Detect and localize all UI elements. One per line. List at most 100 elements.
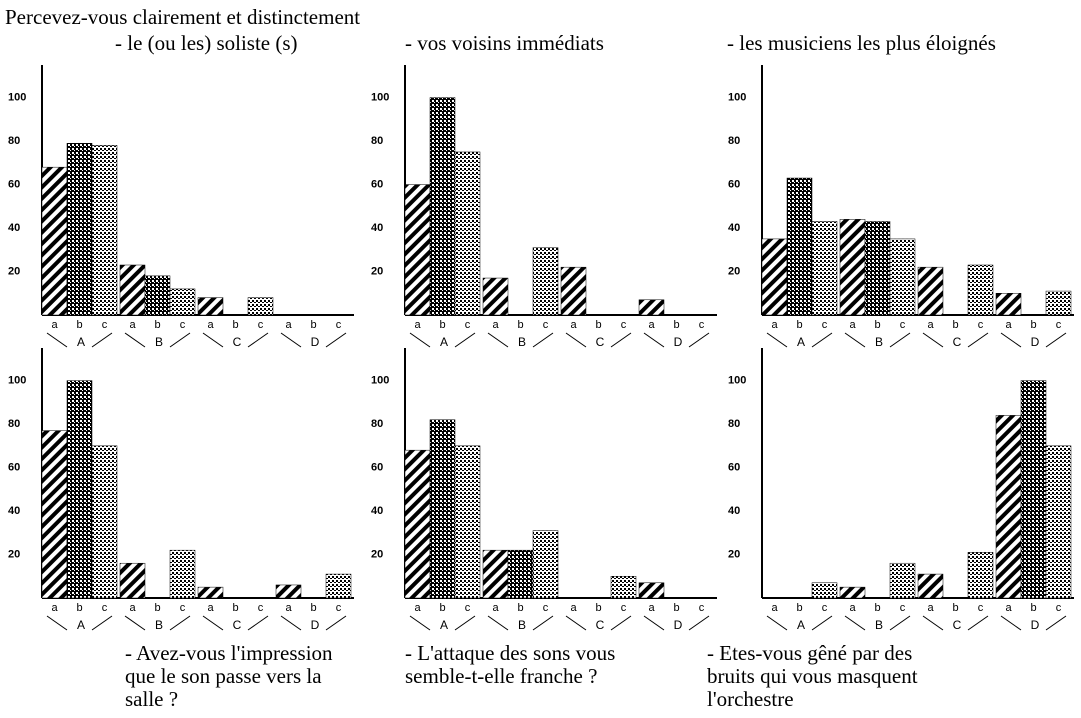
x-tick-label: C [233,335,242,349]
bar [119,562,146,599]
group-bracket [766,332,788,348]
group-bracket [766,615,788,631]
y-tick-label: 80 [728,418,740,430]
bar-sub-label: a [414,602,421,614]
group-bracket [610,332,632,348]
group-bracket [325,615,347,631]
group-bracket [91,332,113,348]
y-tick-label: 60 [371,178,383,190]
bar [532,530,559,599]
group-bracket [889,332,911,348]
x-tick-label: D [1031,618,1040,632]
y-tick-label: 40 [8,222,20,234]
y-tick-label: 40 [371,505,383,517]
x-tick-label: C [953,618,962,632]
y-tick-label: 80 [728,135,740,147]
y-tick-label: 80 [8,418,20,430]
bar [1045,290,1072,316]
group-bracket [46,332,68,348]
bar-sub-label: c [900,602,906,614]
x-tick-label: C [233,618,242,632]
x-tick-label: C [596,618,605,632]
group-bracket [454,615,476,631]
x-tick-label: A [797,335,805,349]
bar [91,445,118,599]
group-bracket [922,332,944,348]
bar-sub-label: a [648,319,655,331]
bar [454,445,481,599]
bar-sub-label: c [543,319,549,331]
x-tick-label: A [797,618,805,632]
bar [917,573,944,599]
y-tick-label: 60 [8,178,20,190]
x-tick-label: B [875,335,883,349]
x-tick-label: D [674,335,683,349]
y-tick-label: 80 [371,418,383,430]
chart-caption: salle ? [125,687,178,711]
bar [889,562,916,599]
group-bracket [922,615,944,631]
group-bracket [325,332,347,348]
group-bracket [1045,615,1067,631]
bar-sub-label: b [1030,602,1036,614]
bar-sub-label: b [232,319,238,331]
group-bracket [688,332,710,348]
bar-sub-label: c [621,602,627,614]
chart-title: - les musiciens les plus éloignés [727,31,996,55]
x-tick-label: A [440,335,448,349]
bar-sub-label: c [978,319,984,331]
bar-sub-label: c [102,602,108,614]
bar-sub-label: c [699,319,705,331]
y-tick-label: 60 [728,178,740,190]
bar [119,264,146,316]
bar [404,184,431,316]
bar-sub-label: b [952,319,958,331]
bar-sub-label: b [232,602,238,614]
y-tick-label: 100 [8,375,26,387]
bar-sub-label: a [207,319,214,331]
x-tick-label: D [1031,335,1040,349]
group-bracket [247,332,269,348]
bar [610,576,637,599]
bar-sub-label: c [1056,319,1062,331]
bar [889,238,916,316]
group-bracket [811,332,833,348]
bar [169,288,196,316]
group-bracket [532,615,554,631]
bar-sub-label: c [102,319,108,331]
group-bracket [1000,615,1022,631]
group-bracket [91,615,113,631]
x-tick-label: C [953,335,962,349]
group-bracket [202,332,224,348]
bar-sub-label: a [414,319,421,331]
group-bracket [889,615,911,631]
group-bracket [643,332,665,348]
y-tick-label: 100 [8,92,26,104]
bar [91,145,118,316]
bar [1045,445,1072,599]
y-tick-label: 100 [371,375,389,387]
bar-sub-label: c [336,319,342,331]
bar-sub-label: b [595,602,601,614]
y-tick-label: 60 [371,461,383,473]
chart-caption: semble-t-elle franche ? [405,664,597,688]
x-tick-label: B [155,335,163,349]
bar [66,143,93,316]
group-bracket [409,615,431,631]
group-bracket [454,332,476,348]
x-tick-label: C [596,335,605,349]
bar-sub-label: b [796,602,802,614]
bar [429,97,456,316]
bar [429,419,456,599]
bar [839,586,866,599]
group-bracket [967,332,989,348]
bar-sub-label: b [310,319,316,331]
bar-sub-label: c [258,319,264,331]
bar-sub-label: b [796,319,802,331]
bar-sub-label: b [310,602,316,614]
bar-sub-label: c [180,602,186,614]
group-bracket [610,615,632,631]
bar [638,582,665,599]
group-bracket [247,615,269,631]
